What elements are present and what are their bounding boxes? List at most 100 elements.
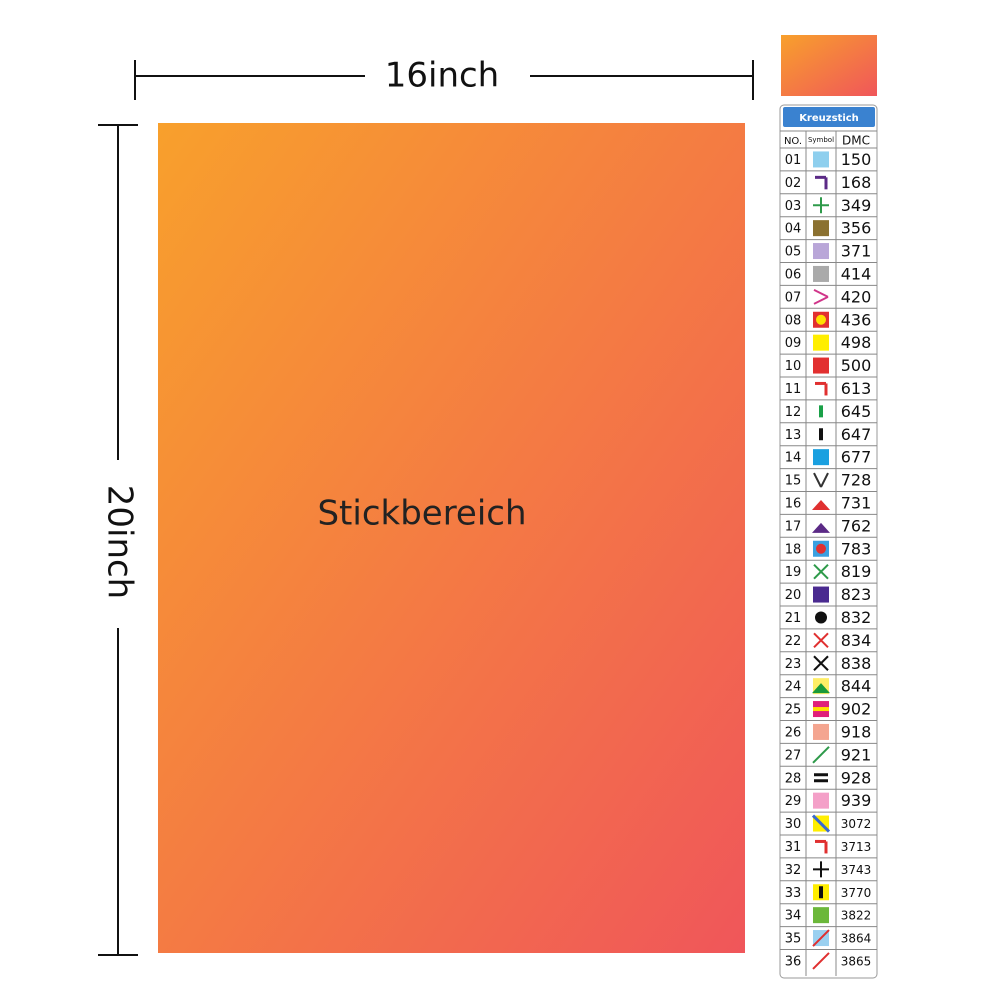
dmc-code: 3072: [841, 817, 872, 831]
symbol: [813, 295, 829, 305]
symbol: [812, 746, 830, 764]
dmc-code: 3822: [841, 909, 872, 923]
symbol: [813, 586, 829, 603]
dmc-code: 356: [841, 219, 872, 238]
dmc-code: 414: [841, 264, 872, 283]
symbol: [811, 814, 831, 833]
dmc-code: 677: [841, 448, 872, 467]
symbol: [813, 334, 829, 351]
row-number: 03: [785, 199, 802, 214]
symbol: [813, 449, 829, 466]
symbol: [812, 522, 830, 533]
column-header: Symbol: [808, 136, 834, 144]
width-label: 16inch: [385, 56, 500, 96]
dmc-code: 436: [841, 310, 872, 329]
row-number: 18: [785, 542, 802, 557]
row-number: 20: [785, 588, 802, 603]
dmc-code: 168: [841, 173, 872, 192]
symbol: [813, 220, 829, 237]
row-number: 07: [785, 290, 802, 305]
dmc-code: 371: [841, 242, 872, 261]
row-number: 27: [785, 748, 802, 763]
dmc-code: 3743: [841, 863, 872, 877]
symbol: [813, 707, 829, 712]
column-header: DMC: [842, 134, 870, 148]
dmc-code: 902: [841, 700, 872, 719]
dmc-code: 731: [841, 493, 872, 512]
row-number: 36: [785, 954, 802, 969]
dmc-code: 613: [841, 379, 872, 398]
row-number: 15: [785, 474, 802, 489]
row-number: 25: [785, 703, 802, 718]
area-label: Stickbereich: [317, 494, 526, 534]
symbol: [815, 611, 827, 624]
row-number: 02: [785, 176, 802, 191]
symbol: [820, 472, 829, 488]
symbol: [813, 288, 829, 298]
row-number: 28: [785, 771, 802, 786]
symbol: [812, 499, 830, 510]
row-number: 17: [785, 519, 802, 534]
dmc-code: 498: [841, 333, 872, 352]
dmc-code: 3865: [841, 954, 872, 968]
row-number: 21: [785, 611, 802, 626]
dmc-code: 150: [841, 150, 872, 169]
row-number: 04: [785, 222, 802, 237]
row-number: 31: [785, 840, 802, 855]
dmc-code: 832: [841, 608, 872, 627]
symbol: [813, 655, 829, 671]
symbol: [813, 632, 829, 649]
height-dimension: [98, 124, 138, 956]
dmc-code: 844: [841, 677, 872, 696]
symbol: [813, 151, 829, 168]
symbol: [812, 683, 830, 694]
row-number: 29: [785, 794, 802, 809]
symbol: [813, 792, 829, 809]
row-number: 34: [785, 909, 802, 924]
dmc-code: 3864: [841, 932, 872, 946]
dmc-code: 728: [841, 471, 872, 490]
dmc-code: 783: [841, 539, 872, 558]
dmc-code: 928: [841, 768, 872, 787]
row-number: 24: [785, 680, 802, 695]
dmc-code: 3713: [841, 840, 872, 854]
width-dimension: [134, 60, 754, 100]
row-number: 19: [785, 565, 802, 580]
row-number: 09: [785, 336, 802, 351]
row-number: 23: [785, 657, 802, 672]
dmc-code: 645: [841, 402, 872, 421]
symbol: [813, 357, 829, 374]
row-number: 08: [785, 313, 802, 328]
symbol: [813, 472, 822, 488]
dmc-code: 918: [841, 722, 872, 741]
dmc-code: 3770: [841, 886, 872, 900]
row-number: 32: [785, 863, 802, 878]
dmc-code: 762: [841, 516, 872, 535]
symbol: [813, 723, 829, 740]
row-number: 12: [785, 405, 802, 420]
row-number: 05: [785, 245, 802, 260]
row-number: 22: [785, 634, 802, 649]
dmc-code: 939: [841, 791, 872, 810]
row-number: 01: [785, 153, 802, 168]
symbol: [813, 243, 829, 260]
row-number: 26: [785, 725, 802, 740]
dmc-code: 500: [841, 356, 872, 375]
row-number: 35: [785, 932, 802, 947]
dmc-code: 921: [841, 745, 872, 764]
row-number: 10: [785, 359, 802, 374]
symbol: [816, 314, 826, 325]
dmc-code: 823: [841, 585, 872, 604]
dmc-code: 420: [841, 287, 872, 306]
symbol: [812, 929, 830, 947]
dmc-code: 834: [841, 631, 872, 650]
dmc-code: 647: [841, 425, 872, 444]
row-number: 30: [785, 817, 802, 832]
symbol: [812, 952, 830, 970]
symbol: [813, 563, 829, 580]
embroidery-area: [158, 123, 745, 953]
symbol: [813, 907, 829, 924]
color-swatch: [781, 35, 877, 96]
